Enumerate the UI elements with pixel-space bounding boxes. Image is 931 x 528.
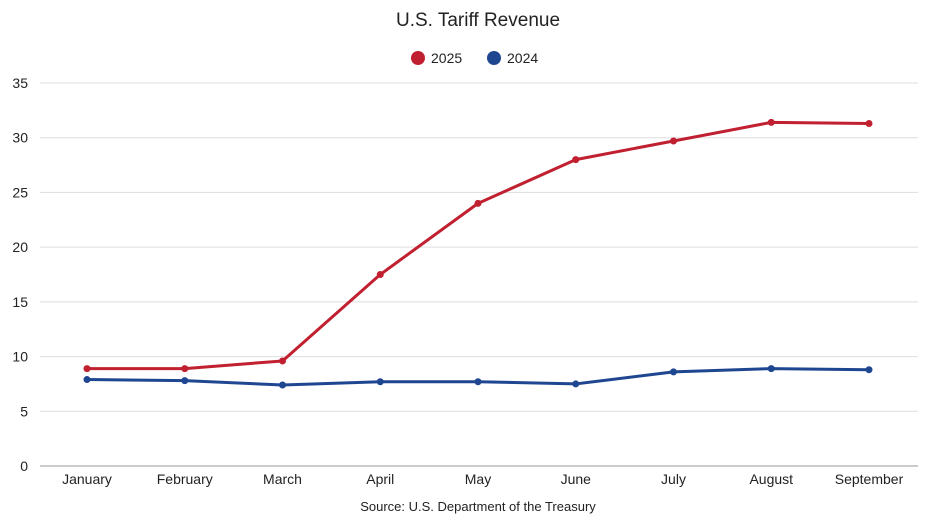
data-point	[767, 118, 775, 126]
legend-label: 2025	[431, 50, 462, 66]
legend-label: 2024	[507, 50, 538, 66]
series-line	[87, 120, 870, 371]
y-tick-label: 0	[20, 458, 28, 474]
data-point	[670, 137, 677, 145]
data-point	[376, 378, 384, 386]
data-point	[279, 381, 286, 389]
x-axis: January February March April May June July Augu…	[62, 471, 903, 487]
data-point	[572, 156, 580, 164]
series-group	[83, 118, 873, 389]
y-tick-label: 20	[12, 239, 28, 255]
data-point	[865, 366, 873, 374]
legend-item-2024[interactable]: 2024	[487, 50, 538, 66]
legend-marker	[487, 51, 501, 65]
data-point	[767, 365, 775, 373]
series-2025	[83, 118, 873, 373]
x-tick-label: July	[661, 471, 686, 487]
y-tick-label: 25	[12, 184, 28, 200]
legend-marker	[411, 51, 425, 65]
y-tick-label: 5	[20, 403, 28, 419]
data-point	[670, 368, 677, 376]
x-tick-label: September	[835, 471, 904, 487]
y-tick-label: 10	[12, 349, 28, 365]
chart-title: U.S. Tariff Revenue	[396, 10, 560, 31]
series-2024	[83, 365, 873, 389]
y-tick-label: 15	[12, 294, 28, 310]
x-tick-label: June	[561, 471, 592, 487]
data-point	[279, 357, 286, 365]
data-point	[376, 271, 384, 278]
data-point	[474, 378, 482, 386]
source-note: Source: U.S. Department of the Treasury	[360, 499, 596, 514]
grid: 0 5 10 15 20 25 30 35	[12, 75, 918, 474]
x-tick-label: January	[62, 471, 112, 487]
data-point	[181, 365, 189, 373]
data-point	[865, 119, 873, 127]
data-point	[572, 380, 580, 388]
data-point	[181, 377, 189, 385]
data-point	[83, 376, 91, 384]
legend-item-2025[interactable]: 2025	[411, 50, 462, 66]
data-point	[474, 199, 482, 207]
data-point	[83, 365, 91, 373]
x-tick-label: March	[263, 471, 302, 487]
x-tick-label: April	[366, 471, 394, 487]
x-tick-label: May	[465, 471, 491, 487]
legend: 2025 2024	[411, 50, 538, 66]
y-tick-label: 35	[12, 75, 28, 91]
x-tick-label: August	[749, 471, 793, 487]
x-tick-label: February	[157, 471, 213, 487]
y-tick-label: 30	[12, 130, 28, 146]
